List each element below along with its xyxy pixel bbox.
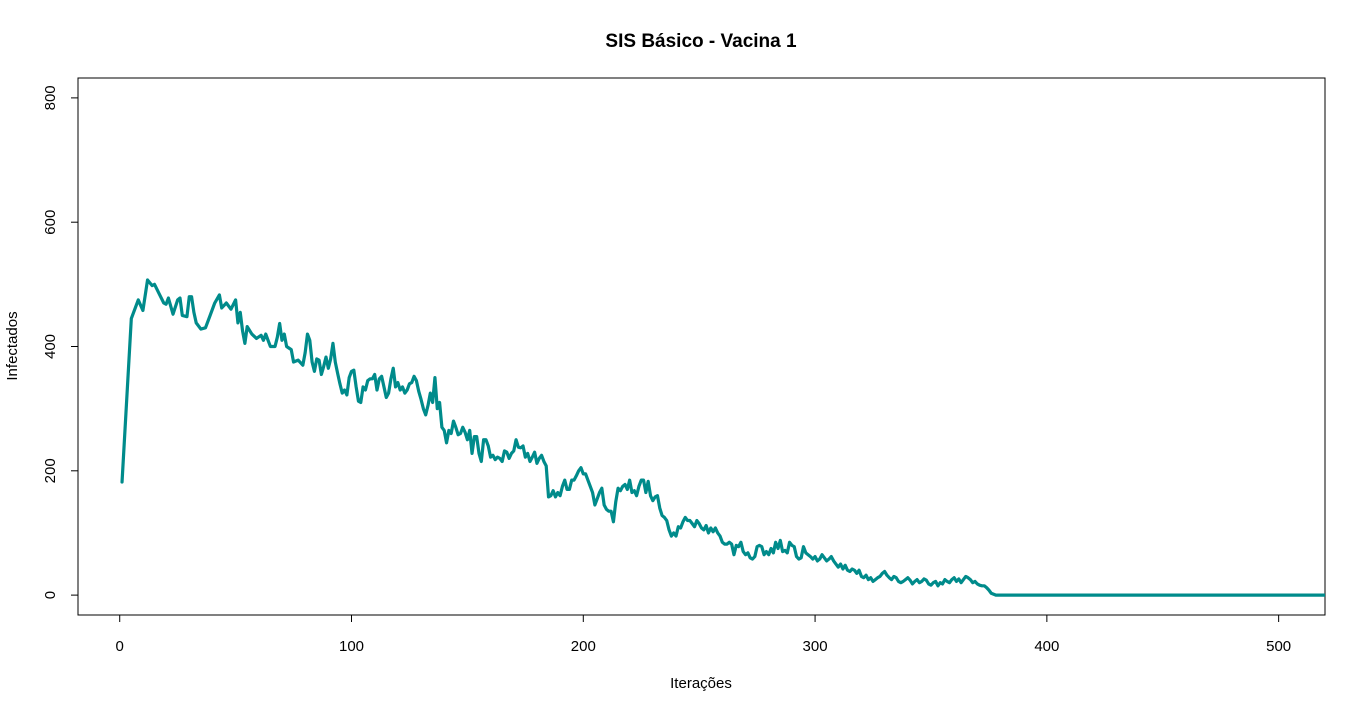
series-line <box>120 278 1325 597</box>
y-tick-label: 600 <box>42 210 59 235</box>
x-tick-label: 0 <box>116 638 124 655</box>
y-tick-label: 400 <box>42 334 59 359</box>
y-axis-label: Infectados <box>4 311 21 380</box>
x-tick-label: 400 <box>1034 638 1059 655</box>
series-layer <box>120 278 1325 597</box>
y-tick-label: 0 <box>42 591 59 599</box>
x-tick-label: 200 <box>571 638 596 655</box>
y-axis: 0 200 400 600 800 <box>42 85 79 599</box>
x-axis: 0 100 200 300 400 500 <box>116 614 1291 655</box>
x-tick-label: 100 <box>339 638 364 655</box>
chart-title: SIS Básico - Vacina 1 <box>605 31 797 52</box>
x-tick-label: 300 <box>803 638 828 655</box>
y-tick-label: 800 <box>42 85 59 110</box>
y-tick-label: 200 <box>42 458 59 483</box>
x-axis-label: Iterações <box>670 675 732 692</box>
x-tick-label: 500 <box>1266 638 1291 655</box>
plot-frame <box>77 77 1326 616</box>
